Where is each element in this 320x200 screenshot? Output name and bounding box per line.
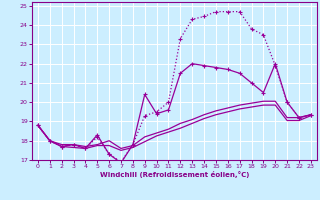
X-axis label: Windchill (Refroidissement éolien,°C): Windchill (Refroidissement éolien,°C) (100, 171, 249, 178)
